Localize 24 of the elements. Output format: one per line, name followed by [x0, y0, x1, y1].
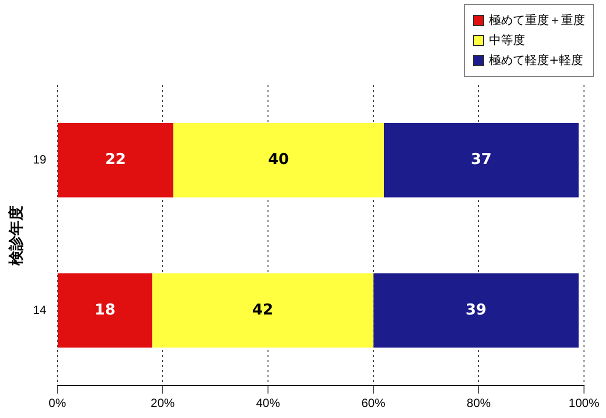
bar: [173, 122, 384, 198]
bar: [373, 273, 579, 348]
x-tick-label: 100%: [568, 396, 600, 410]
data-label: 22: [105, 150, 126, 168]
x-tick-label: 60%: [361, 396, 386, 410]
y-tick-label: 19: [32, 152, 47, 166]
x-tick-label: 80%: [466, 396, 491, 410]
x-tick-label: 0%: [48, 396, 66, 410]
data-label: 42: [252, 300, 274, 318]
x-tick-label: 40%: [256, 396, 280, 410]
data-label: 39: [466, 300, 486, 318]
bar: [58, 122, 174, 198]
y-axis-title: 検診年度: [7, 205, 26, 266]
y-tick-label: 14: [32, 302, 47, 317]
bar: [58, 273, 152, 348]
data-label: 37: [470, 150, 492, 168]
data-label: 40: [268, 150, 289, 168]
legend-label: 中等度: [489, 32, 525, 49]
data-label: 18: [94, 300, 116, 318]
x-tick-label: 20%: [150, 396, 176, 410]
legend-label: 極めて重度＋重度: [489, 12, 585, 29]
bar: [152, 273, 374, 348]
bar: [384, 122, 579, 198]
legend-label: 極めて軽度+軽度: [489, 52, 584, 69]
